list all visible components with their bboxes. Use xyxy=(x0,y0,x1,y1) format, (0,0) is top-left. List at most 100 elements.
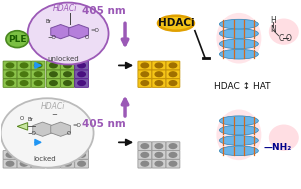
FancyBboxPatch shape xyxy=(166,70,180,79)
Circle shape xyxy=(78,81,85,85)
Text: −O: −O xyxy=(48,35,57,40)
FancyBboxPatch shape xyxy=(31,61,45,70)
FancyBboxPatch shape xyxy=(61,159,74,168)
Text: 405 nm: 405 nm xyxy=(82,119,126,129)
FancyBboxPatch shape xyxy=(166,142,180,150)
FancyBboxPatch shape xyxy=(3,151,17,159)
Text: N: N xyxy=(270,25,276,34)
FancyBboxPatch shape xyxy=(17,79,31,87)
Circle shape xyxy=(50,72,57,77)
FancyBboxPatch shape xyxy=(138,70,152,79)
FancyBboxPatch shape xyxy=(75,52,88,61)
Circle shape xyxy=(155,153,163,157)
Circle shape xyxy=(169,72,177,77)
Text: 405 nm: 405 nm xyxy=(82,6,126,16)
FancyBboxPatch shape xyxy=(75,159,88,168)
Ellipse shape xyxy=(219,136,258,145)
FancyBboxPatch shape xyxy=(61,79,74,87)
FancyBboxPatch shape xyxy=(17,70,31,79)
Text: O: O xyxy=(85,35,89,40)
Text: H: H xyxy=(270,16,276,25)
Text: HDACi: HDACi xyxy=(41,102,65,111)
Ellipse shape xyxy=(216,13,261,64)
Circle shape xyxy=(6,81,14,85)
Circle shape xyxy=(20,63,28,68)
FancyBboxPatch shape xyxy=(47,159,60,168)
Circle shape xyxy=(64,72,71,77)
Ellipse shape xyxy=(28,3,109,64)
Circle shape xyxy=(6,153,14,157)
Circle shape xyxy=(169,144,177,148)
FancyBboxPatch shape xyxy=(152,79,166,87)
Circle shape xyxy=(64,63,71,68)
Ellipse shape xyxy=(219,49,258,59)
Circle shape xyxy=(169,161,177,166)
Circle shape xyxy=(6,161,14,166)
Polygon shape xyxy=(51,122,70,136)
Circle shape xyxy=(6,72,14,77)
Ellipse shape xyxy=(219,29,258,38)
Circle shape xyxy=(78,153,85,157)
Ellipse shape xyxy=(219,125,258,135)
FancyBboxPatch shape xyxy=(47,70,60,79)
FancyBboxPatch shape xyxy=(47,142,60,150)
Text: HDACi: HDACi xyxy=(158,18,194,28)
Ellipse shape xyxy=(269,125,299,151)
FancyBboxPatch shape xyxy=(166,61,180,70)
FancyBboxPatch shape xyxy=(31,151,45,159)
Circle shape xyxy=(20,153,28,157)
Text: O: O xyxy=(20,116,24,121)
FancyBboxPatch shape xyxy=(61,151,74,159)
Circle shape xyxy=(20,81,28,85)
Text: =O: =O xyxy=(91,28,99,33)
Ellipse shape xyxy=(6,31,28,48)
FancyBboxPatch shape xyxy=(166,79,180,87)
Circle shape xyxy=(141,144,149,148)
Circle shape xyxy=(50,81,57,85)
Ellipse shape xyxy=(158,16,194,31)
FancyBboxPatch shape xyxy=(152,70,166,79)
FancyBboxPatch shape xyxy=(75,70,88,79)
Circle shape xyxy=(50,153,57,157)
Text: PLE: PLE xyxy=(8,35,26,44)
FancyBboxPatch shape xyxy=(138,142,152,150)
Circle shape xyxy=(141,63,149,68)
Circle shape xyxy=(169,153,177,157)
Ellipse shape xyxy=(269,19,299,45)
FancyBboxPatch shape xyxy=(166,151,180,159)
Circle shape xyxy=(64,153,71,157)
FancyBboxPatch shape xyxy=(47,79,60,87)
Text: HDAC ↕ HAT: HDAC ↕ HAT xyxy=(214,82,270,91)
Circle shape xyxy=(50,144,57,148)
Polygon shape xyxy=(33,122,52,136)
Circle shape xyxy=(141,72,149,77)
FancyBboxPatch shape xyxy=(152,151,166,159)
Circle shape xyxy=(64,144,71,148)
Circle shape xyxy=(34,153,42,157)
Circle shape xyxy=(34,63,42,68)
FancyBboxPatch shape xyxy=(152,159,166,168)
FancyBboxPatch shape xyxy=(61,70,74,79)
Circle shape xyxy=(155,161,163,166)
FancyBboxPatch shape xyxy=(138,79,152,87)
FancyBboxPatch shape xyxy=(3,70,17,79)
FancyBboxPatch shape xyxy=(75,142,88,150)
Circle shape xyxy=(155,72,163,77)
Circle shape xyxy=(169,81,177,85)
Ellipse shape xyxy=(219,146,258,156)
FancyBboxPatch shape xyxy=(31,159,45,168)
FancyBboxPatch shape xyxy=(138,159,152,168)
Polygon shape xyxy=(51,25,70,39)
FancyBboxPatch shape xyxy=(47,61,60,70)
Circle shape xyxy=(169,63,177,68)
FancyBboxPatch shape xyxy=(17,61,31,70)
FancyBboxPatch shape xyxy=(75,61,88,70)
Circle shape xyxy=(20,161,28,166)
Text: HDACi: HDACi xyxy=(53,4,77,13)
Circle shape xyxy=(78,54,85,59)
Text: C: C xyxy=(278,34,284,43)
Circle shape xyxy=(141,81,149,85)
FancyBboxPatch shape xyxy=(47,151,60,159)
Text: =O: =O xyxy=(73,123,82,128)
Circle shape xyxy=(155,63,163,68)
